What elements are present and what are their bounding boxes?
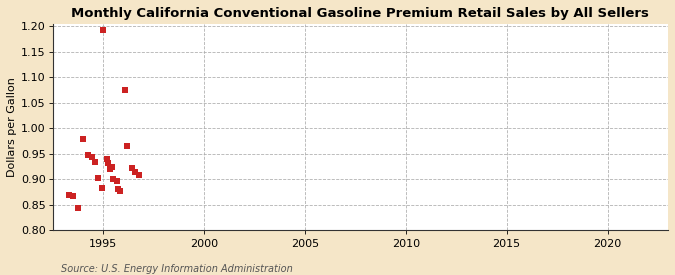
Point: [73, 205, 84, 210]
Point: [113, 186, 124, 191]
Point: [133, 173, 144, 178]
Point: [101, 157, 112, 161]
Point: [97, 186, 107, 190]
Point: [68, 194, 78, 198]
Point: [89, 160, 100, 164]
Point: [98, 28, 109, 32]
Text: Source: U.S. Energy Information Administration: Source: U.S. Energy Information Administ…: [61, 264, 292, 274]
Point: [105, 167, 115, 171]
Y-axis label: Dollars per Gallon: Dollars per Gallon: [7, 77, 17, 177]
Point: [108, 177, 119, 182]
Point: [63, 192, 74, 197]
Point: [92, 176, 103, 180]
Title: Monthly California Conventional Gasoline Premium Retail Sales by All Sellers: Monthly California Conventional Gasoline…: [72, 7, 649, 20]
Point: [78, 136, 88, 141]
Point: [119, 88, 130, 92]
Point: [122, 144, 132, 148]
Point: [83, 153, 94, 157]
Point: [103, 161, 113, 165]
Point: [115, 188, 126, 193]
Point: [130, 170, 140, 174]
Point: [111, 179, 122, 183]
Point: [126, 166, 137, 170]
Point: [106, 164, 117, 169]
Point: [86, 154, 97, 159]
